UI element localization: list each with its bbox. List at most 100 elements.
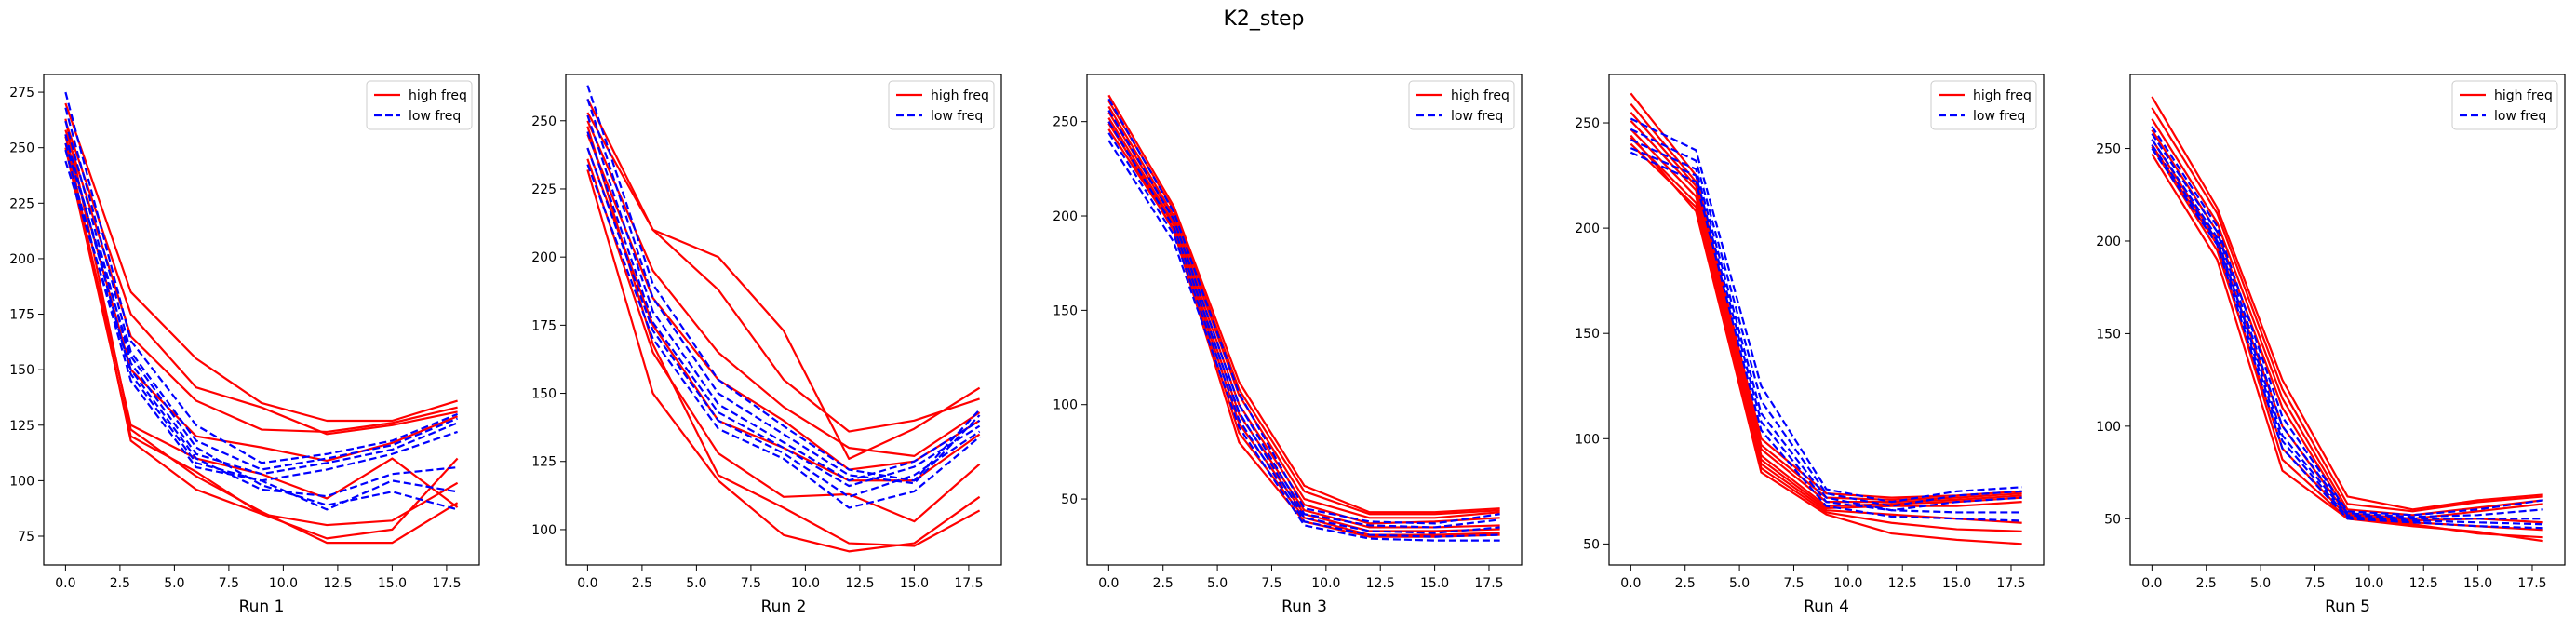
low-freq-line-9 bbox=[586, 85, 981, 482]
x-tick-label: 10.0 bbox=[1833, 576, 1862, 591]
legend-low-freq-label: low freq bbox=[409, 109, 461, 124]
y-tick-label: 225 bbox=[9, 196, 34, 211]
low-freq-line-13 bbox=[586, 147, 981, 498]
x-tick-label: 0.0 bbox=[2141, 576, 2162, 591]
y-tick-label: 275 bbox=[9, 86, 34, 101]
axes-frame bbox=[2129, 74, 2566, 566]
legend: high freq low freq bbox=[1930, 80, 2037, 130]
high-freq-line-2 bbox=[1630, 102, 2022, 501]
x-tick-label: 5.0 bbox=[164, 576, 184, 591]
low-freq-line-9 bbox=[64, 91, 459, 464]
low-freq-line-13 bbox=[1630, 151, 2022, 522]
y-tick-label: 225 bbox=[531, 182, 557, 197]
x-tick-label: 0.0 bbox=[1098, 576, 1119, 591]
plot-area bbox=[586, 85, 981, 553]
x-tick-label: 2.5 bbox=[1153, 576, 1174, 591]
x-tick-label: 5.0 bbox=[686, 576, 706, 591]
high-freq-line-8 bbox=[1630, 134, 2022, 545]
subplot-run-4: 0.0 2.5 5.0 7.5 10.0 12.5 15.0 17.5 50 100 150 200 2… bbox=[1575, 74, 2045, 616]
high-freq-line-6 bbox=[1630, 137, 2022, 524]
high-freq-line-3 bbox=[64, 129, 458, 434]
high-freq-line-2 bbox=[2151, 107, 2543, 513]
y-tick-label: 200 bbox=[2096, 235, 2121, 249]
legend-high-freq-label: high freq bbox=[1451, 88, 1509, 103]
y-tick-label: 150 bbox=[9, 363, 34, 378]
x-tick-label: 15.0 bbox=[900, 576, 929, 591]
legend-low-freq-label: low freq bbox=[1973, 109, 2025, 124]
x-tick-label: 5.0 bbox=[2250, 576, 2271, 591]
low-freq-line-12 bbox=[2151, 143, 2543, 526]
y-tick-label: 100 bbox=[9, 474, 34, 489]
x-tick-label: 0.0 bbox=[55, 576, 75, 591]
high-freq-line-8 bbox=[586, 126, 981, 547]
x-tick-label: 17.5 bbox=[1996, 576, 2025, 591]
x-tick-label: 15.0 bbox=[1420, 576, 1449, 591]
low-freq-line-10 bbox=[2151, 133, 2543, 518]
axes-frame bbox=[1608, 74, 2045, 566]
y-tick-label: 125 bbox=[9, 419, 34, 434]
x-tick-label: 10.0 bbox=[269, 576, 298, 591]
x-tick-label: 17.5 bbox=[1474, 576, 1503, 591]
high-freq-line-7 bbox=[586, 169, 981, 553]
x-tick-label: 12.5 bbox=[323, 576, 352, 591]
y-tick-label: 125 bbox=[531, 455, 557, 470]
x-tick-label: 2.5 bbox=[632, 576, 652, 591]
x-tick-label: 7.5 bbox=[741, 576, 761, 591]
high-freq-line-5 bbox=[1107, 117, 1500, 529]
low-freq-line-9 bbox=[1107, 98, 1500, 525]
x-tick-label: 17.5 bbox=[432, 576, 461, 591]
plot-area bbox=[2151, 96, 2543, 543]
low-freq-line-11 bbox=[1630, 139, 2022, 512]
legend: high freq low freq bbox=[2451, 80, 2558, 130]
legend-low-freq-label: low freq bbox=[2494, 109, 2546, 124]
subplot-run-2: 0.0 2.5 5.0 7.5 10.0 12.5 15.0 17.5 100 125 150 175… bbox=[531, 74, 1002, 616]
low-freq-line-14 bbox=[586, 164, 981, 509]
low-freq-line-12 bbox=[1630, 147, 2022, 514]
low-freq-line-10 bbox=[1630, 128, 2022, 507]
x-tick-label: 2.5 bbox=[1675, 576, 1696, 591]
low-freq-line-9 bbox=[2151, 126, 2543, 517]
y-tick-label: 100 bbox=[1053, 398, 1078, 413]
y-tick-label: 150 bbox=[531, 387, 557, 402]
high-freq-line-3 bbox=[1107, 105, 1500, 519]
subplot-run-1: 0.0 2.5 5.0 7.5 10.0 12.5 15.0 17.5 75 100 125 150 1… bbox=[9, 74, 480, 616]
high-freq-line-8 bbox=[1107, 121, 1500, 538]
legend-high-freq-label: high freq bbox=[409, 88, 467, 103]
x-tick-label: 10.0 bbox=[2355, 576, 2383, 591]
low-freq-line-14 bbox=[64, 160, 458, 498]
figure-title: K2_step bbox=[1223, 7, 1304, 31]
legend: high freq low freq bbox=[888, 80, 995, 130]
x-tick-label: 2.5 bbox=[110, 576, 130, 591]
legend: high freq low freq bbox=[1408, 80, 1515, 130]
low-freq-line-13 bbox=[2151, 147, 2543, 530]
plot-area bbox=[1107, 94, 1500, 542]
y-tick-label: 50 bbox=[2104, 512, 2121, 527]
y-tick-label: 50 bbox=[1061, 492, 1078, 507]
x-tick-label: 7.5 bbox=[1261, 576, 1281, 591]
y-tick-label: 250 bbox=[2096, 142, 2121, 157]
y-tick-label: 250 bbox=[1053, 115, 1078, 130]
legend: high freq low freq bbox=[366, 80, 473, 130]
x-tick-label: 15.0 bbox=[1942, 576, 1971, 591]
x-tick-label: 12.5 bbox=[1366, 576, 1395, 591]
high-freq-line-5 bbox=[586, 147, 981, 482]
x-tick-label: 7.5 bbox=[1783, 576, 1804, 591]
high-freq-line-4 bbox=[2151, 129, 2543, 520]
axes-frame bbox=[1086, 74, 1523, 566]
subplot-run-3: 0.0 2.5 5.0 7.5 10.0 12.5 15.0 17.5 50 100 150 200 2… bbox=[1053, 74, 1523, 616]
x-axis-label: Run 2 bbox=[761, 598, 807, 616]
high-freq-line-2 bbox=[64, 120, 458, 436]
high-freq-line-3 bbox=[1630, 111, 2022, 504]
low-freq-line-10 bbox=[1107, 109, 1500, 529]
high-freq-line-7 bbox=[1107, 128, 1500, 536]
high-freq-line-8 bbox=[64, 118, 459, 545]
x-tick-label: 10.0 bbox=[1311, 576, 1340, 591]
y-tick-label: 200 bbox=[531, 250, 557, 265]
x-tick-label: 12.5 bbox=[1888, 576, 1917, 591]
y-tick-label: 100 bbox=[2096, 420, 2121, 435]
high-freq-line-5 bbox=[1630, 128, 2022, 510]
low-freq-line-12 bbox=[586, 131, 981, 488]
x-axis-label: Run 3 bbox=[1281, 598, 1327, 616]
high-freq-line-4 bbox=[1107, 111, 1500, 525]
x-axis-label: Run 1 bbox=[239, 598, 285, 616]
